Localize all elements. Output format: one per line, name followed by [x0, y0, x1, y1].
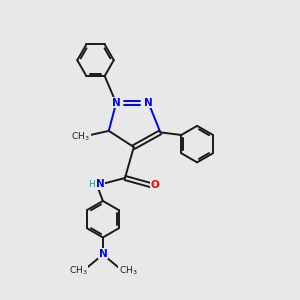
Text: N: N	[96, 179, 105, 189]
Text: O: O	[151, 180, 160, 190]
Text: N: N	[98, 249, 107, 259]
Text: N: N	[144, 98, 153, 108]
Text: CH$_3$: CH$_3$	[118, 265, 137, 277]
Text: H: H	[88, 180, 95, 189]
Text: CH$_3$: CH$_3$	[71, 130, 90, 143]
Text: CH$_3$: CH$_3$	[68, 265, 87, 277]
Text: N: N	[112, 98, 121, 108]
